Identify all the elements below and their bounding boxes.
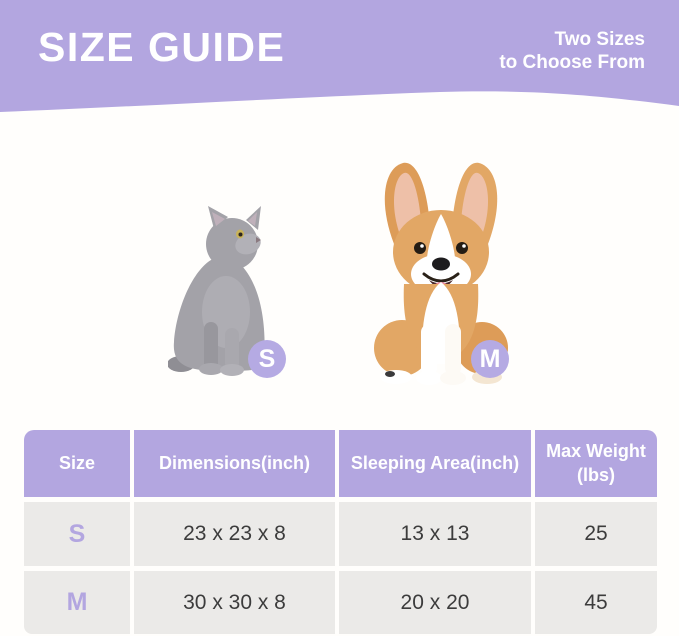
- header-subtitle-line2: to Choose From: [499, 52, 645, 73]
- dog-image: [366, 156, 516, 386]
- table-row-s-sleeping-area: 13 x 13: [339, 502, 531, 566]
- table-row-s-max-weight: 25: [535, 502, 657, 566]
- header-wave-shape: [0, 0, 679, 112]
- size-badge-medium: M: [471, 340, 509, 378]
- table-row-m-dimensions: 30 x 30 x 8: [134, 571, 335, 634]
- size-badge-small-label: S: [258, 344, 276, 373]
- size-badge-small: S: [248, 340, 286, 378]
- column-header-sleeping-area: Sleeping Area(inch): [339, 430, 531, 497]
- table-row-m-sleeping-area: 20 x 20: [339, 571, 531, 634]
- header-subtitle-line1: Two Sizes: [554, 29, 645, 50]
- dog-illustration: [374, 162, 508, 385]
- cat-image: [167, 204, 274, 376]
- table-row-s-dimensions: 23 x 23 x 8: [134, 502, 335, 566]
- table-row-s-size: S: [24, 502, 130, 566]
- table-row-m-max-weight: 45: [535, 571, 657, 634]
- cat-illustration: [167, 206, 265, 376]
- size-table: Size Dimensions(inch) Sleeping Area(inch…: [24, 430, 657, 634]
- table-row-m-size: M: [24, 571, 130, 634]
- column-header-size: Size: [24, 430, 130, 497]
- size-badge-medium-label: M: [479, 344, 501, 373]
- column-header-max-weight: Max Weight (lbs): [535, 430, 657, 497]
- header-subtitle: Two Sizes to Choose From: [499, 28, 645, 74]
- header-band: SIZE GUIDE Two Sizes to Choose From: [0, 0, 679, 130]
- page-title: SIZE GUIDE: [38, 24, 286, 70]
- column-header-dimensions: Dimensions(inch): [134, 430, 335, 497]
